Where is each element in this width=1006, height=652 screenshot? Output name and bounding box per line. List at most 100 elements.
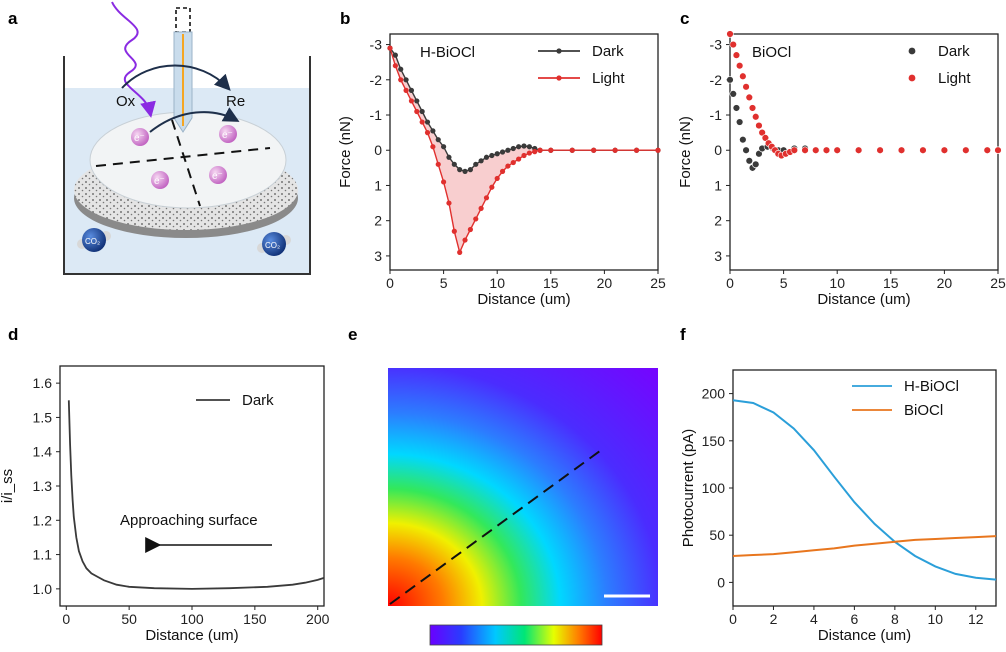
y-tick-label: 1.4 [33, 444, 53, 460]
data-point-dark [735, 118, 744, 126]
data-point-light [462, 237, 468, 243]
svg-text:CO₂: CO₂ [265, 241, 280, 250]
data-point-dark [446, 154, 452, 160]
data-point-light [742, 83, 750, 91]
data-point-dark [457, 167, 463, 173]
electron-icon: e⁻ [219, 125, 237, 143]
electron-icon: e⁻ [131, 128, 149, 146]
y-tick-label: 200 [702, 386, 726, 402]
legend-label-biocl: BiOCl [904, 402, 943, 419]
data-point-dark [424, 119, 431, 125]
y-tick-label: -1 [370, 107, 383, 123]
x-tick-label: 4 [810, 611, 818, 627]
redox-arrow-top [121, 64, 231, 91]
redox-arrow-bottom [149, 107, 240, 133]
x-tick-label: 12 [968, 611, 984, 627]
data-point-light [833, 146, 841, 154]
y-tick-label: 0 [374, 142, 382, 158]
y-tick-label: 2 [714, 213, 722, 229]
data-point-light [655, 147, 661, 153]
legend-marker-dark [908, 47, 916, 55]
plot-frame [59, 365, 325, 607]
data-point-dark [755, 150, 763, 158]
data-point-dark [392, 52, 398, 58]
panel-label-b: b [340, 9, 350, 28]
data-point-dark [739, 135, 747, 144]
legend-marker-dark [556, 48, 562, 54]
data-point-light [467, 226, 473, 233]
data-point-light [403, 87, 409, 93]
co2-molecule-icon: CO₂ [77, 228, 111, 252]
legend-label-light: Light [592, 70, 625, 87]
y-tick-label: 1 [374, 177, 382, 193]
y-tick-label: 0 [714, 142, 722, 158]
data-point-light [994, 146, 1002, 154]
y-tick-label: 1.1 [33, 547, 53, 563]
x-tick-label: 20 [937, 275, 953, 291]
data-point-light [446, 200, 452, 206]
svg-text:e⁻: e⁻ [154, 176, 165, 187]
data-point-light [748, 104, 757, 112]
re-label: Re [226, 93, 245, 110]
panel-label-d: d [8, 325, 18, 344]
chart-annotation: H-BiOCl [420, 44, 475, 61]
x-tick-label: 20 [597, 275, 613, 291]
y-tick-label: 1.2 [33, 512, 53, 528]
plot-frame [732, 369, 997, 607]
data-point-light [633, 147, 640, 153]
x-tick-label: 6 [850, 611, 858, 627]
data-point-dark [441, 144, 447, 150]
x-tick-label: 15 [883, 275, 899, 291]
y-tick-label: -2 [370, 72, 383, 88]
series-line-biocl [732, 535, 997, 557]
data-point-dark [403, 77, 409, 83]
data-point-light [499, 168, 506, 174]
data-point-light [537, 147, 543, 153]
x-tick-label: 50 [121, 611, 137, 627]
x-tick-label: 8 [891, 611, 899, 627]
data-point-light [441, 179, 447, 185]
data-point-light [801, 146, 809, 154]
panel-label-a: a [8, 9, 18, 28]
data-point-light [414, 108, 420, 115]
data-point-dark [419, 108, 425, 115]
data-point-light [424, 130, 431, 136]
data-point-dark [742, 146, 750, 154]
probe-top [175, 7, 191, 33]
data-point-dark [510, 145, 516, 152]
electron-icon: e⁻ [209, 166, 227, 184]
y-axis-label: Force (nN) [337, 116, 354, 188]
x-tick-label: 25 [650, 275, 666, 291]
x-tick-label: 150 [243, 611, 267, 627]
x-tick-label: 0 [726, 275, 734, 291]
data-point-light [408, 98, 415, 104]
chart-annotation: BiOCl [752, 44, 791, 61]
data-point-dark [478, 158, 484, 164]
data-point-light [758, 128, 766, 137]
data-point-dark [462, 168, 468, 174]
schematic-panel: Ox Re e⁻ e⁻ e⁻ e⁻ CO₂ CO₂ [63, 1, 311, 275]
data-point-light [739, 72, 747, 80]
data-point-light [392, 63, 398, 69]
data-point-light [419, 119, 425, 125]
data-point-light [505, 163, 511, 169]
data-point-light [822, 146, 831, 154]
legend-marker-light [556, 75, 562, 81]
data-point-dark [473, 161, 479, 167]
data-point-light [521, 152, 527, 159]
data-point-light [526, 150, 532, 156]
y-tick-label: 150 [702, 433, 726, 449]
svg-text:e⁻: e⁻ [222, 130, 233, 141]
y-tick-label: 1.0 [33, 581, 53, 597]
data-point-light [478, 205, 484, 211]
x-tick-label: 15 [543, 275, 559, 291]
x-tick-label: 5 [780, 275, 788, 291]
y-tick-label: 1.3 [33, 478, 53, 494]
data-point-light [435, 161, 441, 167]
data-point-light [729, 40, 737, 49]
y-tick-label: 1.5 [33, 409, 53, 425]
data-point-light [854, 146, 863, 154]
data-point-light [473, 216, 479, 222]
difference-area [390, 48, 658, 253]
data-point-light [430, 144, 436, 150]
